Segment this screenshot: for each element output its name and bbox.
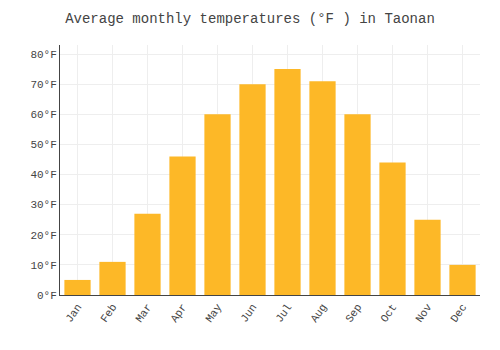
svg-text:50°F: 50°F xyxy=(30,139,56,151)
svg-text:Sep: Sep xyxy=(343,302,364,325)
svg-text:Nov: Nov xyxy=(413,301,434,324)
svg-text:40°F: 40°F xyxy=(30,169,56,181)
svg-text:Mar: Mar xyxy=(133,302,154,325)
svg-text:80°F: 80°F xyxy=(30,49,56,61)
svg-text:30°F: 30°F xyxy=(30,199,56,211)
svg-text:70°F: 70°F xyxy=(30,79,56,91)
svg-text:60°F: 60°F xyxy=(30,109,56,121)
svg-text:Jan: Jan xyxy=(63,302,84,325)
svg-text:Dec: Dec xyxy=(448,302,469,325)
svg-text:Apr: Apr xyxy=(168,302,189,325)
svg-text:Jul: Jul xyxy=(273,302,294,325)
svg-text:Oct: Oct xyxy=(378,302,399,325)
svg-text:10°F: 10°F xyxy=(30,260,56,272)
svg-text:Jun: Jun xyxy=(238,302,259,325)
svg-text:Aug: Aug xyxy=(308,302,329,325)
svg-text:0°F: 0°F xyxy=(37,290,57,302)
svg-text:Average monthly temperatures (: Average monthly temperatures (°F ) in Ta… xyxy=(65,11,435,27)
svg-text:May: May xyxy=(203,301,224,324)
svg-text:Feb: Feb xyxy=(98,302,119,325)
svg-text:20°F: 20°F xyxy=(30,230,56,242)
